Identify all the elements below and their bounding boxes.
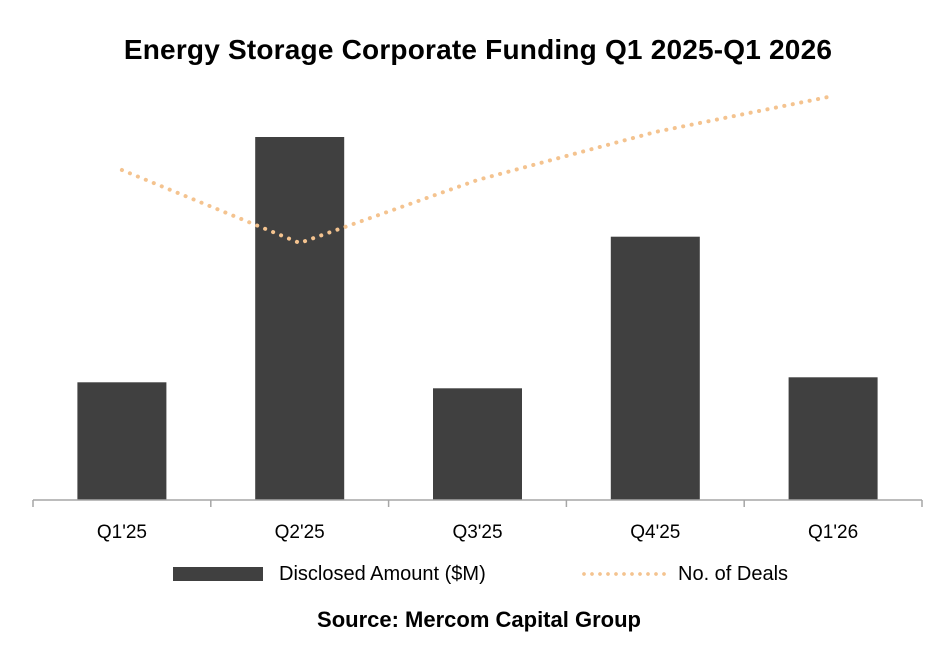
- x-tick-label-q225: Q2'25: [275, 522, 325, 543]
- legend-swatch-bar: [173, 567, 263, 581]
- x-tick-label-q125: Q1'25: [97, 522, 147, 543]
- x-tick-label-q325: Q3'25: [452, 522, 502, 543]
- bar-q126: [788, 377, 878, 500]
- legend-swatch-dotted-line: [580, 572, 670, 576]
- bar-q425: [610, 236, 700, 500]
- legend-item-no-of-deals: No. of Deals: [580, 560, 788, 588]
- deals-line-layer: [119, 94, 836, 246]
- bar-q325: [433, 388, 522, 500]
- x-axis: Q1'25 Q2'25 Q3'25 Q4'25 Q1'26: [32, 499, 923, 543]
- bar-q125: [77, 382, 167, 500]
- x-tick-label-q126: Q1'26: [808, 522, 858, 543]
- bars-layer: [77, 137, 878, 500]
- source-note: Source: Mercom Capital Group: [317, 607, 641, 632]
- legend-label-no-of-deals: No. of Deals: [678, 562, 789, 585]
- bar-q225: [255, 137, 345, 500]
- legend-item-disclosed-amount: Disclosed Amount ($M): [173, 560, 486, 588]
- legend: Disclosed Amount ($M) No. of Deals: [0, 560, 936, 588]
- deals-dotted-line: [119, 94, 836, 246]
- x-tick-label-q425: Q4'25: [630, 522, 680, 543]
- legend-label-disclosed-amount: Disclosed Amount ($M): [279, 562, 486, 585]
- chart-title: Energy Storage Corporate Funding Q1 2025…: [123, 34, 833, 65]
